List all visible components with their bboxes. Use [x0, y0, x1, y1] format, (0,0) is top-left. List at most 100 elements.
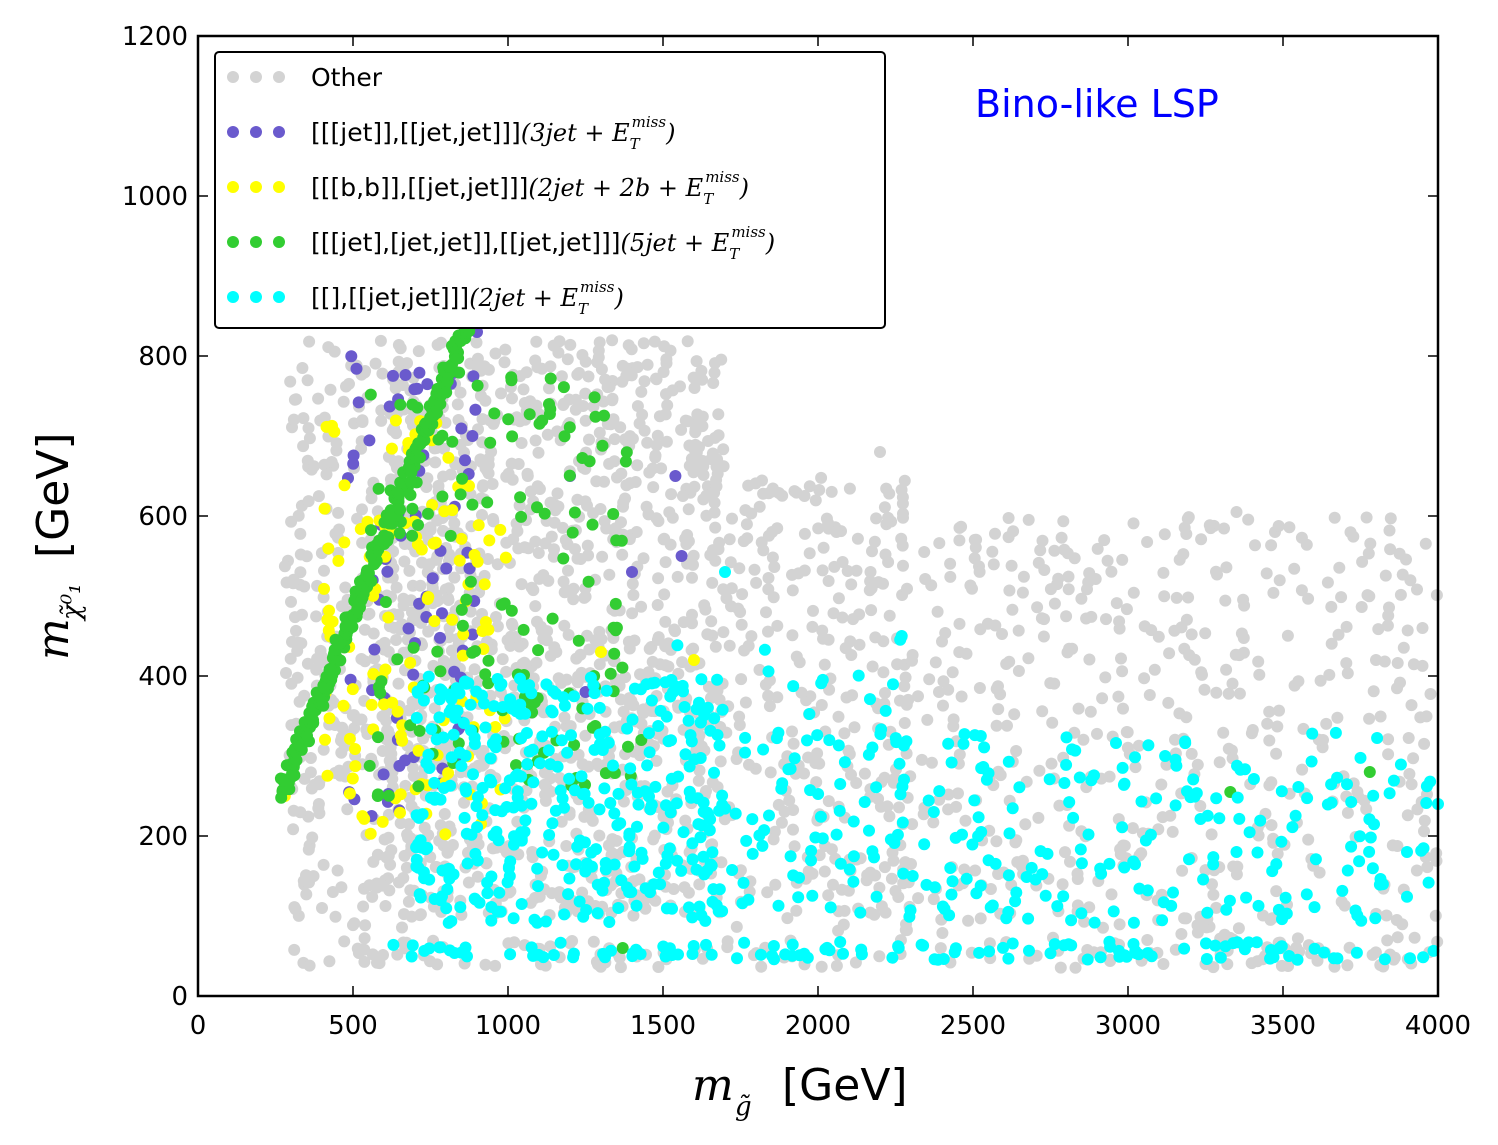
- point-2jet: [1139, 834, 1152, 847]
- point-other: [512, 458, 525, 470]
- point-other: [1394, 676, 1406, 689]
- point-2jet: [612, 902, 625, 914]
- x-tick-label: 2000: [785, 1011, 851, 1041]
- point-other: [647, 481, 660, 494]
- point-other: [513, 415, 526, 428]
- point-other: [431, 338, 444, 351]
- point-other: [843, 482, 856, 495]
- point-other: [1055, 531, 1068, 544]
- point-other: [1332, 628, 1345, 641]
- point-2jet: [1331, 952, 1344, 965]
- point-other: [1005, 559, 1018, 572]
- point-2jet: [1142, 739, 1155, 752]
- point-other: [1129, 761, 1142, 774]
- point-other: [529, 535, 542, 548]
- point-other: [1022, 652, 1035, 665]
- point-2jet: [671, 639, 684, 652]
- point-2jet: [830, 828, 843, 841]
- point-other: [298, 689, 311, 702]
- point-other: [987, 558, 1000, 571]
- point-other: [792, 567, 805, 580]
- point-2jet2b: [394, 806, 406, 819]
- point-2jet2b: [364, 827, 377, 840]
- point-other: [745, 630, 758, 643]
- point-2jet: [419, 843, 432, 856]
- point-2jet: [525, 941, 538, 954]
- point-other: [527, 584, 540, 597]
- point-other: [563, 393, 576, 406]
- point-other: [1397, 641, 1410, 654]
- legend-entry-2jet2b: [[[b,b]],[[jet,jet]]](2jet + 2b + ETmiss…: [227, 168, 749, 208]
- point-2jet: [1034, 845, 1047, 858]
- point-2jet: [875, 723, 888, 736]
- point-2jet: [437, 731, 450, 744]
- point-other: [1091, 727, 1103, 740]
- point-other: [1044, 677, 1057, 690]
- point-other: [714, 755, 727, 768]
- point-other: [301, 657, 314, 670]
- point-2jet: [1247, 773, 1260, 785]
- point-other: [1194, 800, 1207, 812]
- point-2jet: [669, 680, 682, 693]
- legend-label: [[[jet],[jet,jet]],[[jet,jet]]](5jet + E…: [311, 223, 775, 263]
- point-other: [866, 660, 879, 673]
- point-other: [1356, 555, 1369, 568]
- point-other: [864, 906, 877, 919]
- point-other: [1127, 586, 1140, 599]
- point-2jet: [504, 855, 517, 868]
- point-2jet: [425, 723, 438, 735]
- point-other: [700, 489, 713, 502]
- point-other: [638, 375, 651, 388]
- point-other: [558, 619, 571, 632]
- point-other: [476, 509, 488, 521]
- point-5jet: [505, 374, 518, 387]
- point-2jet: [471, 791, 484, 803]
- point-other: [506, 473, 519, 486]
- point-other: [650, 439, 663, 452]
- point-2jet: [507, 801, 520, 814]
- point-other: [574, 648, 587, 661]
- point-other: [1157, 566, 1170, 579]
- point-2jet: [554, 936, 567, 949]
- point-2jet: [649, 780, 662, 793]
- point-other: [331, 864, 344, 877]
- point-other: [1380, 909, 1393, 922]
- point-other: [781, 912, 794, 925]
- point-2jet: [983, 945, 996, 958]
- point-other: [504, 630, 517, 643]
- point-other: [338, 935, 351, 948]
- point-other: [897, 511, 909, 524]
- point-5jet: [404, 475, 417, 488]
- point-2jet: [1286, 821, 1299, 834]
- point-2jet: [1230, 846, 1243, 858]
- point-other: [742, 639, 755, 652]
- point-other: [709, 521, 722, 534]
- point-2jet: [420, 757, 433, 770]
- point-other: [1273, 704, 1285, 717]
- point-other: [1062, 583, 1075, 596]
- point-other: [643, 466, 656, 479]
- point-5jet: [635, 734, 648, 746]
- point-5jet: [407, 641, 420, 654]
- point-2jet: [933, 785, 946, 798]
- point-other: [1003, 584, 1016, 597]
- point-3jet: [383, 400, 396, 413]
- point-other: [1260, 567, 1273, 580]
- point-2jet: [1275, 835, 1288, 848]
- point-3jet: [455, 422, 468, 435]
- point-other: [284, 652, 297, 665]
- point-2jet: [687, 940, 700, 952]
- point-other: [526, 851, 539, 864]
- point-other: [1196, 668, 1208, 681]
- point-other: [1072, 702, 1085, 715]
- point-other: [1232, 922, 1245, 935]
- x-tick-label: 3500: [1250, 1011, 1316, 1041]
- point-other: [813, 757, 826, 770]
- point-other: [1035, 612, 1048, 625]
- point-2jet: [956, 828, 968, 841]
- point-other: [895, 532, 908, 545]
- point-other: [874, 800, 887, 813]
- point-other: [530, 399, 543, 412]
- x-axis-label-math: m: [692, 1060, 734, 1111]
- point-3jet: [344, 673, 357, 686]
